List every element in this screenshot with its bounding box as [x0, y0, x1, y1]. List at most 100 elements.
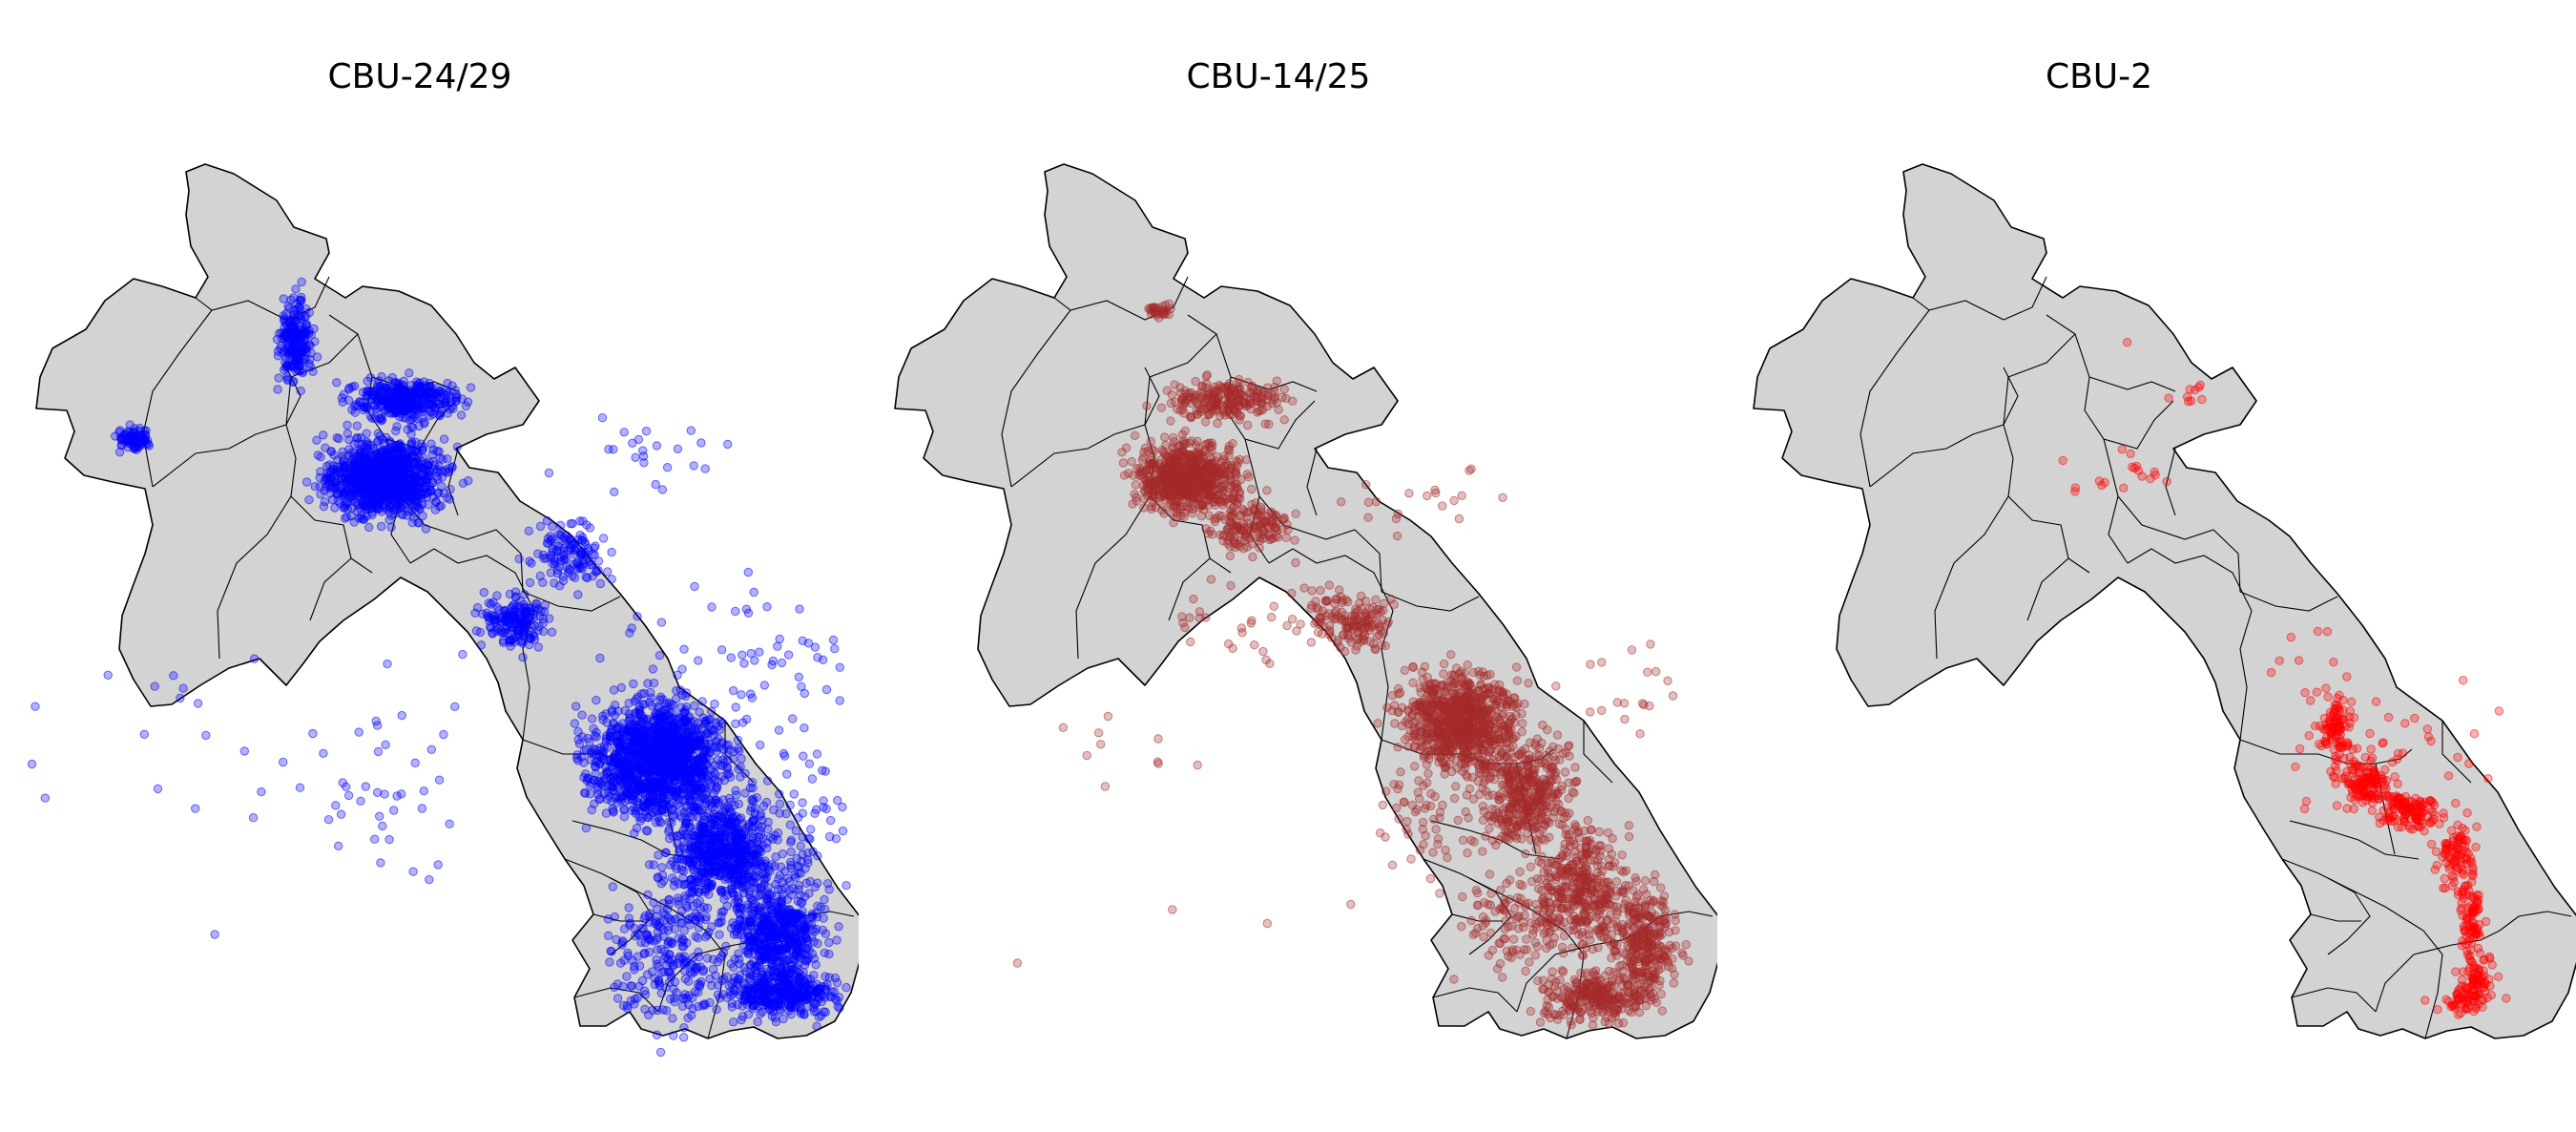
bomb-point	[614, 743, 625, 752]
bomb-point	[610, 710, 619, 721]
bomb-point	[391, 408, 401, 417]
bomb-point	[729, 1017, 738, 1027]
bomb-point	[642, 769, 652, 780]
bomb-point	[577, 710, 587, 720]
bomb-point	[461, 401, 471, 411]
bomb-point	[533, 642, 543, 652]
bomb-point	[363, 376, 372, 386]
bomb-point	[595, 794, 606, 804]
bomb-point	[710, 699, 719, 709]
bomb-point	[530, 620, 540, 631]
bomb-point	[714, 734, 723, 744]
bomb-point	[280, 346, 289, 356]
bomb-point	[761, 872, 772, 883]
bomb-point	[820, 993, 830, 1002]
bomb-point	[762, 997, 773, 1008]
bomb-point	[775, 789, 784, 799]
bomb-point	[609, 685, 619, 695]
bomb-point	[737, 1012, 748, 1021]
bomb-point	[712, 1004, 721, 1015]
bomb-point	[376, 385, 385, 394]
bomb-point	[136, 433, 147, 443]
bomb-point	[729, 876, 739, 886]
bomb-point	[320, 497, 330, 507]
bomb-point	[685, 853, 695, 863]
bomb-point	[741, 845, 751, 855]
bomb-point	[296, 386, 305, 396]
bomb-point	[609, 758, 619, 767]
bomb-point	[434, 383, 444, 392]
bomb-point	[819, 1007, 829, 1017]
bomb-point	[619, 733, 630, 743]
bomb-point	[486, 599, 496, 609]
bomb-point	[438, 454, 447, 464]
bomb-point	[813, 901, 822, 911]
bomb-point	[787, 997, 797, 1008]
bomb-point	[361, 475, 370, 486]
bomb-point	[697, 697, 707, 706]
bomb-point	[395, 476, 405, 486]
bomb-point	[707, 814, 717, 824]
bomb-point	[747, 988, 757, 998]
bomb-point	[273, 385, 282, 394]
bomb-point	[360, 442, 370, 451]
bomb-point	[734, 765, 743, 774]
bomb-point	[784, 911, 794, 920]
bomb-point	[347, 405, 357, 414]
bomb-point	[371, 405, 382, 414]
bomb-point	[735, 898, 744, 908]
bomb-point	[130, 444, 140, 453]
bomb-point	[681, 702, 692, 712]
bomb-point	[704, 729, 714, 739]
bomb-point	[446, 485, 455, 494]
bomb-point	[682, 721, 693, 730]
bomb-point	[464, 476, 473, 486]
bomb-point	[653, 725, 662, 736]
bomb-point	[525, 577, 535, 588]
bomb-point	[426, 439, 436, 449]
bomb-point	[415, 504, 425, 514]
bomb-point	[405, 480, 414, 490]
bombing-points	[27, 277, 851, 1058]
bomb-point	[797, 928, 806, 938]
bomb-point	[718, 807, 728, 817]
bomb-point	[701, 885, 711, 894]
bomb-point	[668, 831, 677, 841]
bomb-point	[804, 889, 814, 898]
bomb-point	[365, 411, 375, 421]
bomb-point	[636, 762, 646, 771]
bomb-point	[392, 422, 402, 431]
bomb-point	[519, 631, 530, 641]
bomb-point	[510, 587, 521, 597]
bomb-point	[832, 996, 841, 1006]
bomb-point	[355, 397, 364, 407]
panel-title: CBU-24/29	[327, 57, 512, 96]
bomb-point	[442, 468, 451, 477]
province-border	[705, 930, 726, 1039]
bomb-point	[697, 805, 707, 815]
bomb-point	[728, 889, 737, 898]
bomb-point	[308, 367, 318, 376]
bomb-point	[304, 495, 314, 505]
bomb-point	[394, 440, 404, 450]
bomb-point	[344, 435, 354, 445]
bomb-point	[119, 435, 130, 446]
bomb-point	[630, 828, 639, 838]
bomb-point	[344, 383, 354, 393]
bomb-point	[592, 732, 601, 742]
bomb-point	[771, 996, 780, 1006]
bomb-point	[800, 1009, 809, 1018]
bomb-point	[704, 715, 714, 724]
bomb-point	[832, 935, 841, 945]
bomb-point	[291, 284, 301, 294]
bomb-point	[312, 435, 322, 445]
bomb-point	[582, 776, 592, 786]
bomb-point	[475, 627, 486, 638]
bomb-point	[706, 706, 717, 717]
bomb-point	[384, 387, 394, 396]
bomb-point	[319, 430, 328, 440]
bomb-point	[419, 483, 428, 493]
bomb-point	[821, 929, 831, 938]
bomb-point	[358, 497, 367, 508]
bomb-point	[316, 467, 325, 476]
